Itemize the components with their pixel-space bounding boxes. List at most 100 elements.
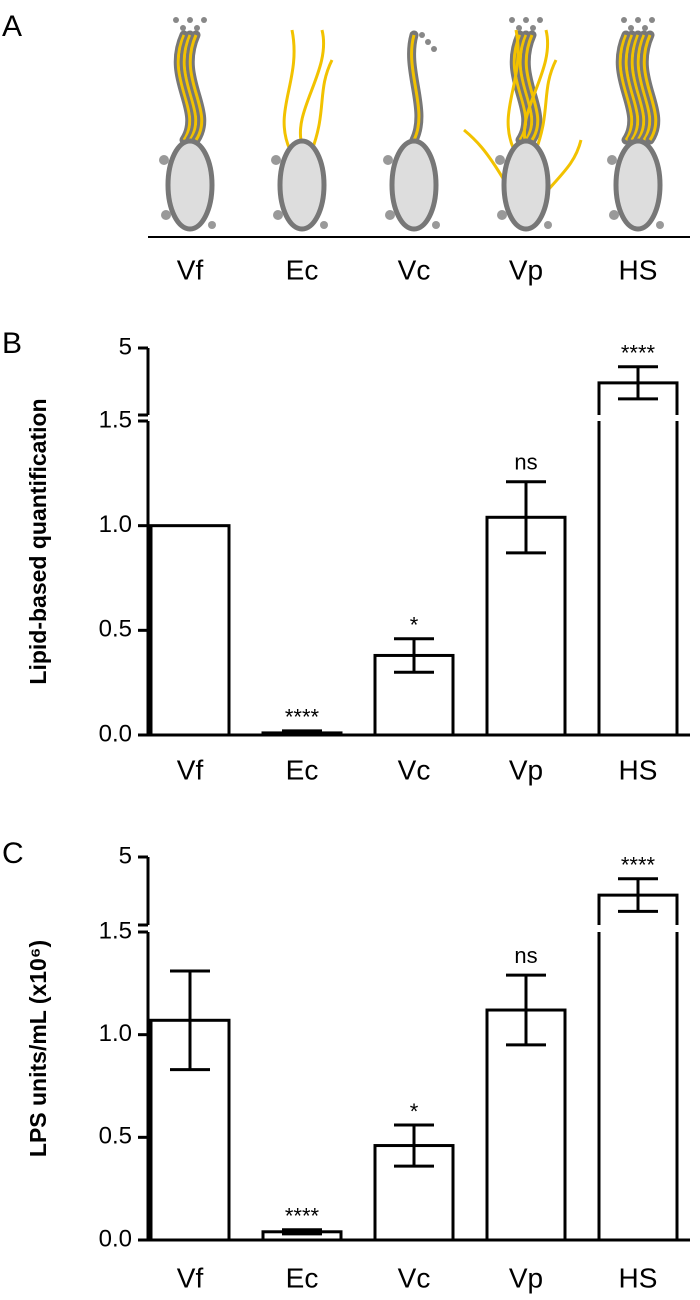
vesicle [187, 17, 193, 23]
flagellum [630, 34, 646, 141]
flagellum [182, 34, 198, 141]
panel-label: B [2, 327, 22, 360]
y-tick-label: 5 [119, 842, 132, 869]
error-bar [618, 365, 658, 401]
vesicle [180, 25, 186, 31]
x-tick-label: Ec [286, 1262, 319, 1293]
vesicle [383, 155, 393, 165]
error-bar [282, 1228, 322, 1236]
significance-label: * [410, 1099, 419, 1124]
flagellum [310, 59, 334, 151]
bacterium-icon [463, 17, 583, 232]
vesicle [642, 25, 648, 31]
vesicle [509, 17, 515, 23]
category-label: Vc [398, 254, 431, 285]
bar [149, 524, 231, 737]
error-bar [394, 637, 434, 674]
significance-label: **** [621, 341, 656, 366]
vesicle [530, 25, 536, 31]
vesicle [431, 46, 437, 52]
y-tick-label: 1.0 [99, 511, 132, 538]
category-label: HS [619, 254, 658, 285]
flagellum [410, 34, 421, 141]
y-tick-label: 1.0 [99, 1020, 132, 1047]
flagellum [546, 139, 583, 192]
y-tick-label: 1.5 [99, 917, 132, 944]
x-tick-label: Ec [286, 754, 319, 785]
flagellum [534, 59, 558, 151]
category-label: Vf [177, 254, 204, 285]
x-tick-label: Vc [398, 754, 431, 785]
flagellum [522, 29, 550, 146]
vesicle [537, 17, 543, 23]
category-label: Ec [286, 254, 319, 285]
y-tick-label: 0.5 [99, 1123, 132, 1150]
flagellum [518, 34, 534, 141]
panel-label: A [2, 10, 22, 43]
vesicle [495, 155, 505, 165]
significance-label: **** [285, 705, 320, 730]
bar-continuation [597, 421, 679, 737]
y-axis-label: LPS units/mL (x10⁶) [25, 940, 51, 1157]
significance-label: ns [514, 450, 537, 475]
flagellum [618, 34, 634, 141]
vesicle [516, 25, 522, 31]
flagellum [636, 34, 652, 141]
cell-body [277, 138, 327, 232]
x-tick-label: Vf [177, 1262, 204, 1293]
significance-label: * [410, 613, 419, 638]
vesicle [609, 210, 619, 220]
category-label: Vp [509, 254, 543, 285]
significance-label: ns [514, 943, 537, 968]
flagellum [524, 34, 540, 141]
vesicle [273, 210, 283, 220]
significance-label: **** [621, 853, 656, 878]
flagellum [282, 29, 296, 151]
error-bar [282, 729, 322, 737]
y-tick-label: 0.5 [99, 616, 132, 643]
vesicle [497, 210, 507, 220]
y-axis-label: Lipid-based quantification [25, 398, 51, 684]
panel-label: C [2, 837, 24, 870]
error-bar [618, 877, 658, 913]
bacterium-icon [159, 17, 216, 232]
cell-body [165, 138, 215, 232]
flagellum [642, 34, 658, 141]
flagellum [188, 34, 204, 141]
vesicle [271, 155, 281, 165]
x-tick-label: Vc [398, 1262, 431, 1293]
vesicle [159, 155, 169, 165]
vesicle [320, 221, 328, 229]
vesicle [425, 39, 431, 45]
y-tick-label: 5 [119, 333, 132, 360]
vesicle [432, 221, 440, 229]
x-tick-label: Vf [177, 754, 204, 785]
vesicle [544, 221, 552, 229]
cell-body [389, 138, 439, 232]
x-tick-label: Vp [509, 1262, 543, 1293]
vesicle [201, 17, 207, 23]
bar [485, 1008, 567, 1242]
significance-label: **** [285, 1204, 320, 1229]
error-bar [170, 969, 210, 1072]
vesicle [523, 17, 529, 23]
bacterium-icon [607, 17, 664, 232]
vesicle [621, 17, 627, 23]
flagellum [176, 34, 192, 141]
vesicle [385, 210, 395, 220]
vesicle [419, 32, 425, 38]
error-bar [506, 973, 546, 1047]
x-tick-label: HS [619, 1262, 658, 1293]
vesicle [173, 17, 179, 23]
cell-body [613, 138, 663, 232]
vesicle [607, 155, 617, 165]
bacterium-icon [383, 30, 440, 232]
flagellum [463, 128, 506, 181]
error-bar [506, 480, 546, 555]
vesicle [635, 17, 641, 23]
vesicle [656, 221, 664, 229]
vesicle [208, 221, 216, 229]
x-tick-label: Vp [509, 754, 543, 785]
bar-continuation [597, 932, 679, 1242]
